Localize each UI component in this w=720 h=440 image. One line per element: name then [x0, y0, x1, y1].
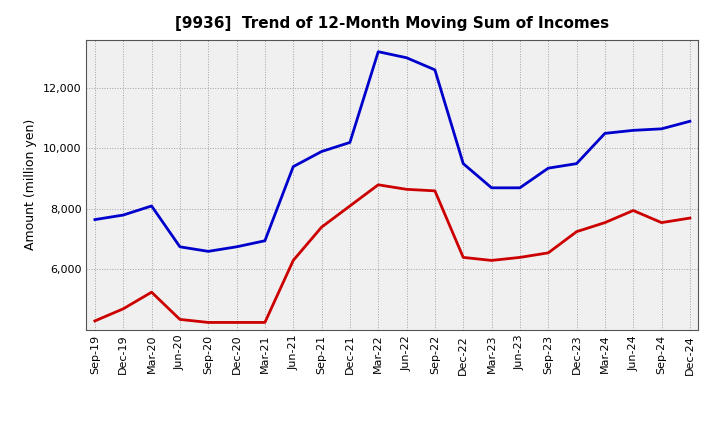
Ordinary Income [119, 213, 127, 218]
Net Income [261, 320, 269, 325]
Ordinary Income [402, 55, 411, 60]
Net Income [600, 220, 609, 225]
Net Income [544, 250, 552, 256]
Net Income [572, 229, 581, 235]
Net Income [685, 216, 694, 221]
Ordinary Income [544, 165, 552, 171]
Net Income [176, 317, 184, 322]
Ordinary Income [204, 249, 212, 254]
Ordinary Income [657, 126, 666, 132]
Ordinary Income [261, 238, 269, 243]
Y-axis label: Amount (million yen): Amount (million yen) [24, 119, 37, 250]
Ordinary Income [629, 128, 637, 133]
Title: [9936]  Trend of 12-Month Moving Sum of Incomes: [9936] Trend of 12-Month Moving Sum of I… [176, 16, 609, 32]
Ordinary Income [431, 67, 439, 73]
Net Income [657, 220, 666, 225]
Ordinary Income [289, 164, 297, 169]
Ordinary Income [685, 119, 694, 124]
Ordinary Income [374, 49, 382, 54]
Ordinary Income [346, 140, 354, 145]
Net Income [204, 320, 212, 325]
Ordinary Income [572, 161, 581, 166]
Line: Ordinary Income: Ordinary Income [95, 51, 690, 251]
Net Income [119, 306, 127, 312]
Ordinary Income [148, 203, 156, 209]
Ordinary Income [600, 131, 609, 136]
Net Income [487, 258, 496, 263]
Ordinary Income [487, 185, 496, 191]
Ordinary Income [91, 217, 99, 222]
Net Income [91, 318, 99, 323]
Line: Net Income: Net Income [95, 185, 690, 323]
Net Income [431, 188, 439, 194]
Net Income [148, 290, 156, 295]
Net Income [318, 224, 326, 230]
Ordinary Income [459, 161, 467, 166]
Net Income [374, 182, 382, 187]
Ordinary Income [516, 185, 524, 191]
Net Income [346, 203, 354, 209]
Net Income [289, 258, 297, 263]
Net Income [516, 255, 524, 260]
Ordinary Income [233, 244, 241, 249]
Net Income [459, 255, 467, 260]
Ordinary Income [318, 149, 326, 154]
Net Income [402, 187, 411, 192]
Net Income [629, 208, 637, 213]
Ordinary Income [176, 244, 184, 249]
Net Income [233, 320, 241, 325]
